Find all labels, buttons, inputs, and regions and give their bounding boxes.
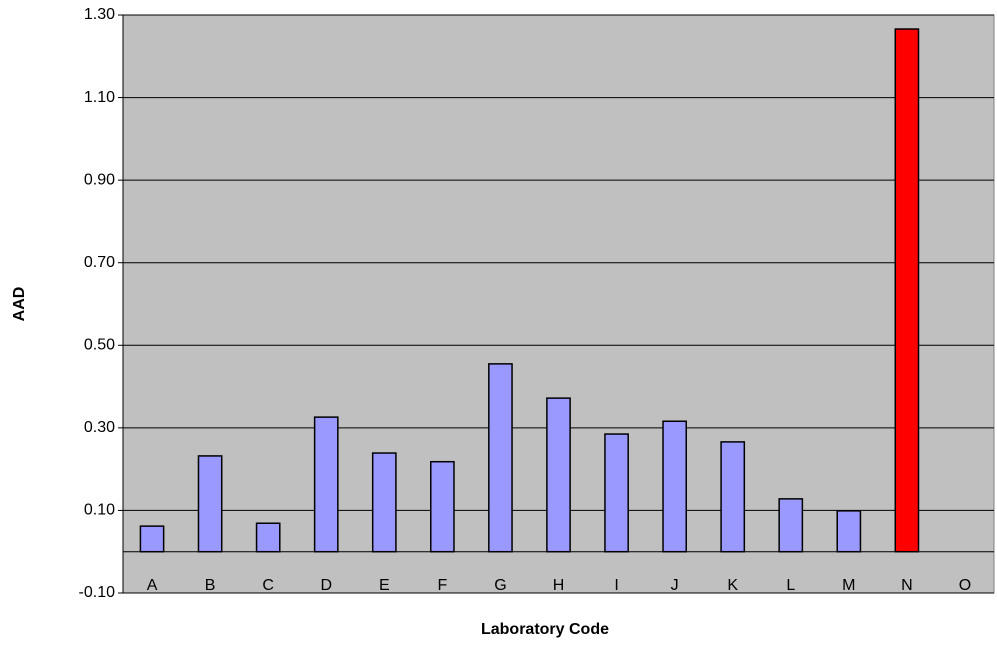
bar [836, 510, 862, 553]
bar [313, 416, 339, 553]
bar [604, 433, 629, 553]
y-tick-label: 0.10 [84, 502, 115, 519]
bar [255, 522, 281, 553]
y-tick-label: 1.10 [84, 89, 115, 106]
x-tick-label: B [205, 577, 216, 594]
y-axis-title: AAD [11, 287, 28, 322]
x-tick-label: O [959, 577, 971, 594]
x-tick-label: A [147, 577, 158, 594]
x-tick-label: I [614, 577, 618, 594]
bar [488, 363, 513, 553]
x-tick-label: N [901, 577, 913, 594]
x-tick-label: D [320, 577, 332, 594]
y-tick-label: 0.90 [84, 171, 115, 188]
bar [662, 420, 687, 553]
x-tick-label: M [842, 577, 855, 594]
y-tick-label: 0.50 [84, 337, 115, 354]
y-tick-label: 0.70 [84, 254, 115, 271]
bar [894, 28, 920, 553]
x-tick-label: J [671, 577, 679, 594]
x-tick-label: H [553, 577, 565, 594]
bar [546, 397, 571, 553]
bar [778, 498, 804, 553]
bar [197, 455, 223, 553]
bar [371, 452, 397, 553]
y-tick-label: -0.10 [79, 584, 116, 601]
y-tick-label: 0.30 [84, 419, 115, 436]
bar [139, 525, 165, 553]
x-tick-label: G [494, 577, 506, 594]
bar [720, 441, 746, 553]
x-tick-label: C [262, 577, 274, 594]
x-tick-label: F [437, 577, 447, 594]
bar [430, 460, 455, 553]
x-axis-title: Laboratory Code [481, 621, 609, 638]
x-tick-label: L [786, 577, 795, 594]
y-tick-label: 1.30 [84, 6, 115, 23]
x-tick-label: E [379, 577, 390, 594]
x-tick-label: K [727, 577, 738, 594]
